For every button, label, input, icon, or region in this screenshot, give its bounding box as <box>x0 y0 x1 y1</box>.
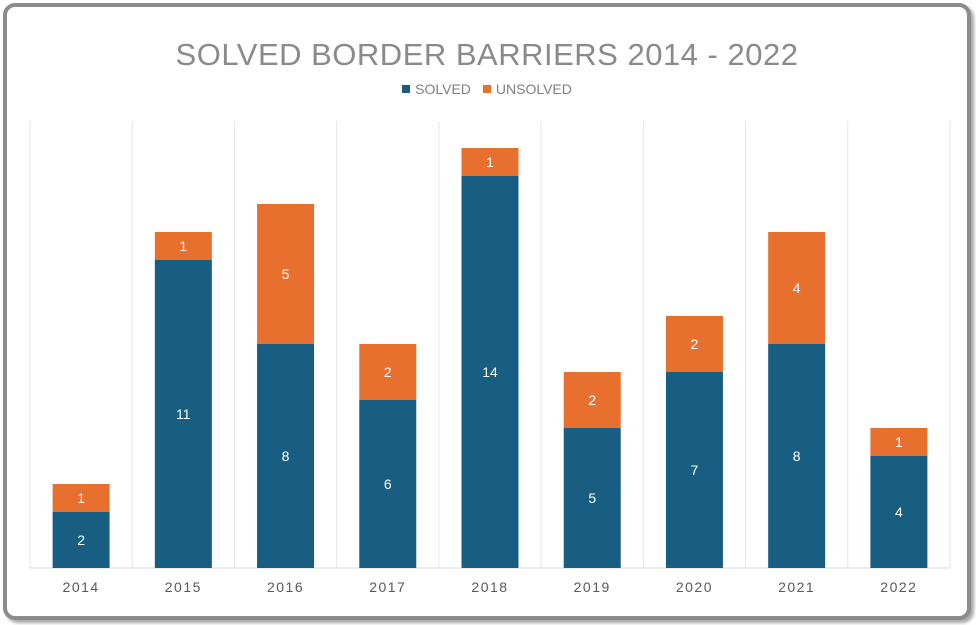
x-tick-label-2019: 2019 <box>574 579 611 595</box>
bar-solved-2021 <box>768 344 826 568</box>
data-label-unsolved-2021: 4 <box>793 280 801 296</box>
x-tick-label-2020: 2020 <box>676 579 713 595</box>
data-label-solved-2017: 6 <box>384 476 392 492</box>
x-tick-label-2017: 2017 <box>369 579 406 595</box>
x-tick-label-2021: 2021 <box>778 579 815 595</box>
data-label-solved-2016: 8 <box>282 448 290 464</box>
data-label-solved-2021: 8 <box>793 448 801 464</box>
bar-unsolved-2014 <box>52 484 110 512</box>
legend-label-solved: SOLVED <box>415 81 471 97</box>
data-label-unsolved-2015: 1 <box>179 238 187 254</box>
x-tick-label-2014: 2014 <box>63 579 100 595</box>
x-tick-label-2022: 2022 <box>880 579 917 595</box>
data-label-solved-2019: 5 <box>588 490 596 506</box>
data-label-solved-2015: 11 <box>176 406 191 422</box>
bar-unsolved-2022 <box>870 428 928 456</box>
data-label-solved-2014: 2 <box>77 532 85 548</box>
legend-item-unsolved: UNSOLVED <box>482 81 572 97</box>
data-label-unsolved-2014: 1 <box>77 490 85 506</box>
data-label-unsolved-2017: 2 <box>384 364 392 380</box>
data-label-unsolved-2022: 1 <box>895 434 903 450</box>
chart-title: SOLVED BORDER BARRIERS 2014 - 2022 <box>175 37 799 72</box>
legend-swatch-unsolved <box>482 85 491 93</box>
bar-solved-2014 <box>52 512 110 568</box>
bar-solved-2022 <box>870 456 928 568</box>
legend-swatch-solved <box>402 85 411 93</box>
legend-item-solved: SOLVED <box>402 81 471 97</box>
data-label-unsolved-2018: 1 <box>486 154 494 170</box>
data-label-unsolved-2020: 2 <box>691 336 699 352</box>
bar-solved-2019 <box>563 428 621 568</box>
data-label-solved-2020: 7 <box>691 462 699 478</box>
bar-unsolved-2017 <box>359 344 417 400</box>
legend: SOLVED UNSOLVED <box>7 81 967 97</box>
bar-unsolved-2021 <box>768 232 826 344</box>
bar-solved-2015 <box>154 260 212 568</box>
bar-solved-2017 <box>359 400 417 568</box>
x-tick-label-2018: 2018 <box>471 579 508 595</box>
bar-solved-2016 <box>257 344 315 568</box>
data-label-solved-2018: 14 <box>482 364 498 380</box>
data-label-unsolved-2016: 5 <box>282 266 290 282</box>
bar-unsolved-2015 <box>154 232 212 260</box>
bar-solved-2018 <box>461 176 519 568</box>
bar-unsolved-2016 <box>257 204 315 344</box>
data-label-unsolved-2019: 2 <box>588 392 596 408</box>
bar-unsolved-2018 <box>461 148 519 176</box>
x-tick-label-2016: 2016 <box>267 579 304 595</box>
bar-solved-2020 <box>665 372 723 568</box>
bar-unsolved-2019 <box>563 372 621 428</box>
legend-label-unsolved: UNSOLVED <box>495 81 572 97</box>
bar-unsolved-2020 <box>665 316 723 372</box>
chart-frame: SOLVED BORDER BARRIERS 2014 - 2022 SOLVE… <box>3 3 971 620</box>
plot-area: 2120141112015852016622017141201852201972… <box>29 121 951 595</box>
x-tick-label-2015: 2015 <box>165 579 202 595</box>
data-label-solved-2022: 4 <box>895 504 903 520</box>
